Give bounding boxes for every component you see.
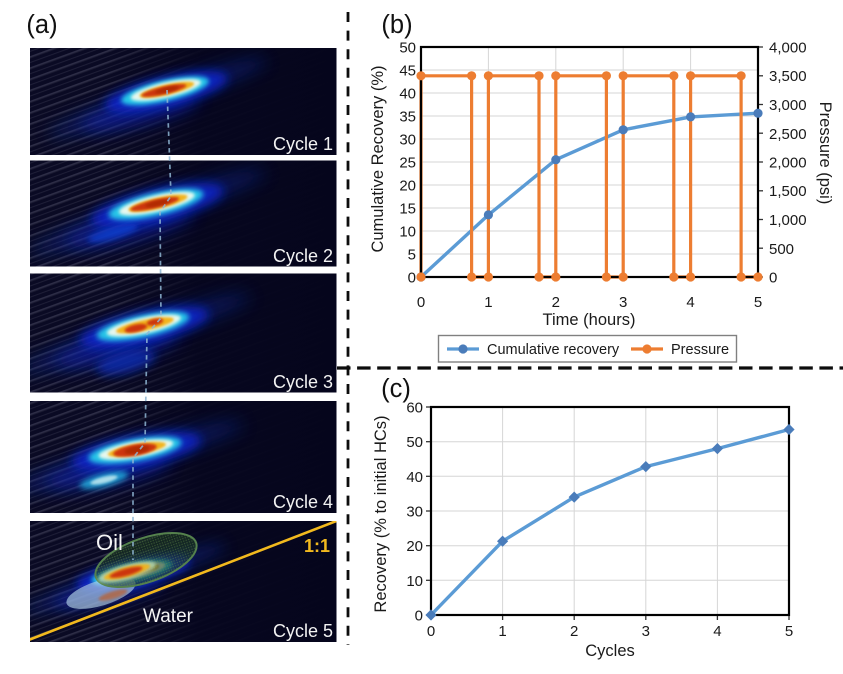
svg-text:2: 2 (570, 623, 578, 640)
svg-text:60: 60 (406, 400, 423, 417)
svg-text:500: 500 (769, 241, 794, 258)
svg-text:3,500: 3,500 (769, 68, 807, 85)
svg-text:4: 4 (686, 294, 694, 311)
svg-text:2,000: 2,000 (769, 155, 807, 172)
svg-text:5: 5 (754, 294, 762, 311)
svg-text:20: 20 (406, 538, 423, 555)
svg-text:Pressure (psi): Pressure (psi) (816, 102, 834, 205)
svg-text:3: 3 (619, 294, 627, 311)
svg-text:1: 1 (498, 623, 506, 640)
svg-text:10: 10 (399, 224, 416, 241)
svg-text:15: 15 (399, 201, 416, 218)
svg-text:Cycle 3: Cycle 3 (273, 372, 333, 392)
svg-text:50: 50 (406, 434, 423, 451)
svg-text:0: 0 (408, 270, 416, 287)
svg-text:2,500: 2,500 (769, 126, 807, 143)
svg-text:Cycle 1: Cycle 1 (273, 134, 333, 154)
svg-text:10: 10 (406, 573, 423, 590)
svg-text:Cycle 2: Cycle 2 (273, 246, 333, 266)
svg-text:Pressure: Pressure (671, 342, 729, 358)
svg-text:0: 0 (769, 270, 777, 287)
svg-text:4: 4 (713, 623, 721, 640)
svg-text:40: 40 (406, 469, 423, 486)
svg-text:2: 2 (552, 294, 560, 311)
svg-text:1:1: 1:1 (304, 536, 330, 556)
svg-text:3,000: 3,000 (769, 97, 807, 114)
svg-text:3: 3 (642, 623, 650, 640)
svg-text:Cumulative recovery: Cumulative recovery (487, 342, 620, 358)
svg-text:0: 0 (427, 623, 435, 640)
svg-text:5: 5 (408, 247, 416, 264)
svg-text:30: 30 (399, 132, 416, 149)
svg-text:4,000: 4,000 (769, 40, 807, 57)
svg-text:1,000: 1,000 (769, 212, 807, 229)
svg-text:1: 1 (484, 294, 492, 311)
svg-text:35: 35 (399, 109, 416, 126)
svg-text:(b): (b) (381, 11, 412, 39)
svg-text:Oil: Oil (96, 530, 123, 555)
svg-text:Cycle 4: Cycle 4 (273, 492, 333, 512)
svg-text:Time (hours): Time (hours) (543, 311, 636, 329)
svg-text:25: 25 (399, 155, 416, 172)
svg-text:Recovery (% to initial HCs): Recovery (% to initial HCs) (372, 415, 390, 612)
svg-text:40: 40 (399, 86, 416, 103)
svg-text:(c): (c) (381, 375, 411, 403)
svg-text:Cycles: Cycles (585, 642, 635, 660)
svg-text:30: 30 (406, 504, 423, 521)
svg-text:50: 50 (399, 40, 416, 57)
svg-text:0: 0 (415, 608, 423, 625)
svg-text:0: 0 (417, 294, 425, 311)
svg-text:20: 20 (399, 178, 416, 195)
svg-text:Water: Water (143, 606, 194, 627)
svg-text:Cycle 5: Cycle 5 (273, 621, 333, 641)
svg-text:45: 45 (399, 63, 416, 80)
svg-text:1,500: 1,500 (769, 183, 807, 200)
svg-text:Cumulative Recovery (%): Cumulative Recovery (%) (369, 65, 387, 252)
svg-text:5: 5 (785, 623, 793, 640)
svg-text:(a): (a) (26, 11, 57, 39)
